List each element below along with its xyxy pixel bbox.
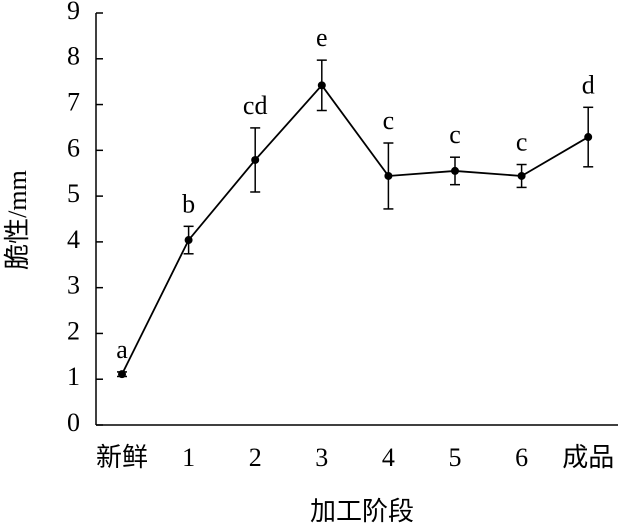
y-tick-label: 5 — [67, 179, 80, 208]
x-tick-label: 5 — [449, 443, 462, 472]
x-axis-label: 加工阶段 — [310, 497, 414, 526]
data-point — [184, 236, 193, 245]
y-tick-label: 3 — [67, 271, 80, 300]
annotation: b — [182, 189, 195, 218]
data-point — [118, 370, 126, 379]
data-point — [384, 171, 393, 180]
data-line — [121, 83, 589, 375]
x-tick-label: 新鲜 — [96, 443, 148, 472]
x-tick-label: 6 — [515, 443, 528, 472]
data-point — [317, 81, 326, 90]
annotation: e — [316, 23, 328, 52]
y-tick-label: 6 — [67, 133, 80, 162]
data-point — [584, 133, 593, 142]
y-tick-label: 8 — [67, 42, 80, 71]
data-point — [517, 171, 526, 180]
y-tick-label: 1 — [67, 362, 80, 391]
y-tick-label: 7 — [67, 88, 80, 117]
y-tick-label: 9 — [67, 0, 80, 25]
x-tick-label: 3 — [315, 443, 328, 472]
x-tick-label: 成品 — [562, 443, 614, 472]
annotation: c — [449, 120, 461, 149]
y-tick-label: 4 — [67, 225, 80, 254]
annotation: c — [516, 127, 528, 156]
x-tick-label: 2 — [249, 443, 262, 472]
y-axis-label: 脆性/mm — [3, 170, 32, 270]
data-point — [251, 155, 260, 164]
annotation: d — [582, 70, 595, 99]
annotation: cd — [243, 91, 268, 120]
y-tick-label: 2 — [67, 316, 80, 345]
x-tick-label: 1 — [182, 443, 195, 472]
x-tick-label: 4 — [382, 443, 395, 472]
data-point — [451, 166, 459, 175]
annotation: a — [116, 335, 128, 364]
annotation: c — [383, 106, 395, 135]
y-tick-label: 0 — [67, 408, 80, 437]
